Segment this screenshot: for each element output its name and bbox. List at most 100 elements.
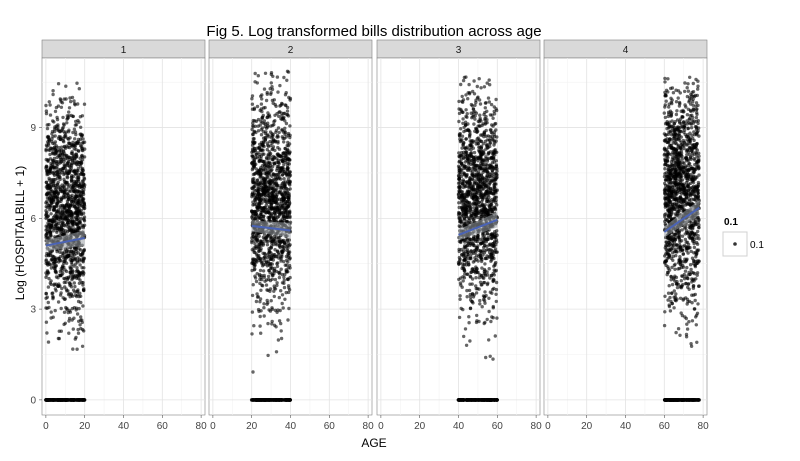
data-point-zero	[479, 398, 484, 402]
data-point	[54, 289, 58, 293]
data-point	[82, 287, 86, 291]
data-point	[261, 263, 266, 267]
data-point	[250, 147, 255, 151]
data-point	[70, 169, 74, 173]
data-point	[278, 190, 282, 194]
data-point	[62, 157, 66, 161]
data-point	[63, 297, 67, 301]
data-point	[81, 259, 85, 263]
data-point	[457, 255, 462, 260]
data-point	[281, 215, 286, 219]
data-point	[65, 216, 69, 221]
data-point	[56, 256, 61, 260]
data-point	[462, 276, 467, 280]
data-point	[459, 139, 463, 143]
data-point	[472, 248, 477, 253]
data-point	[71, 130, 75, 135]
data-point	[74, 155, 78, 159]
data-point	[44, 216, 48, 220]
data-point	[78, 137, 83, 142]
data-point	[484, 183, 489, 188]
data-point	[492, 264, 496, 268]
data-point	[266, 301, 270, 305]
data-point	[462, 203, 466, 207]
data-point	[61, 139, 65, 143]
data-point	[278, 270, 282, 274]
data-point	[471, 218, 476, 222]
data-point	[68, 189, 73, 193]
trend-confidence-band	[45, 230, 85, 251]
data-point	[56, 82, 61, 86]
data-point	[261, 243, 265, 247]
data-point	[258, 268, 263, 273]
data-point	[488, 354, 492, 358]
data-point	[59, 100, 63, 104]
data-point	[258, 297, 263, 301]
data-point	[72, 143, 76, 147]
data-point	[280, 101, 284, 106]
data-point	[255, 194, 260, 199]
data-point	[252, 141, 256, 145]
data-point	[474, 203, 478, 207]
data-point	[250, 94, 255, 98]
data-point	[484, 162, 488, 167]
data-point	[484, 121, 488, 125]
data-point	[64, 287, 69, 291]
data-point	[52, 282, 56, 286]
data-point	[478, 102, 483, 106]
x-tick-label: 20	[246, 421, 258, 432]
data-point	[256, 307, 261, 312]
data-point	[491, 304, 495, 309]
data-point	[467, 179, 472, 183]
data-point	[82, 185, 87, 189]
data-point	[259, 198, 264, 202]
data-point	[73, 103, 77, 107]
data-point	[456, 181, 461, 185]
data-point-zero	[80, 398, 85, 402]
data-point	[261, 235, 266, 239]
data-point	[483, 262, 487, 266]
data-point	[471, 238, 476, 242]
data-point	[264, 237, 268, 242]
data-point	[52, 190, 56, 194]
data-point	[272, 294, 276, 299]
data-point	[475, 96, 480, 100]
data-point	[256, 151, 260, 155]
data-point	[81, 192, 86, 196]
data-point	[474, 206, 479, 210]
data-point	[53, 140, 58, 144]
data-point	[486, 96, 491, 100]
data-point	[250, 293, 255, 298]
data-point	[286, 215, 290, 220]
data-point	[62, 280, 66, 285]
data-point	[257, 234, 261, 238]
data-point	[485, 231, 489, 236]
data-point	[49, 198, 53, 202]
data-point	[61, 166, 65, 171]
data-point	[466, 97, 470, 101]
data-point	[267, 194, 271, 198]
data-point	[287, 263, 292, 268]
data-point-zero	[66, 398, 70, 402]
data-point	[64, 305, 68, 310]
data-point	[264, 203, 268, 207]
data-point	[48, 231, 53, 235]
data-point	[45, 135, 50, 139]
data-point	[459, 127, 463, 131]
data-point	[73, 183, 78, 188]
data-point	[480, 305, 484, 309]
data-point	[262, 182, 266, 186]
x-tick-label: 20	[79, 421, 91, 432]
data-point	[60, 265, 65, 269]
data-point	[62, 185, 67, 190]
data-point	[494, 200, 498, 205]
data-point	[46, 285, 51, 289]
data-point	[44, 157, 48, 162]
data-point	[457, 205, 461, 210]
trend-line	[45, 237, 85, 247]
data-point-zero	[269, 398, 274, 402]
data-point	[60, 208, 65, 212]
data-point	[456, 185, 461, 189]
data-point	[48, 152, 52, 157]
data-point	[268, 87, 272, 91]
